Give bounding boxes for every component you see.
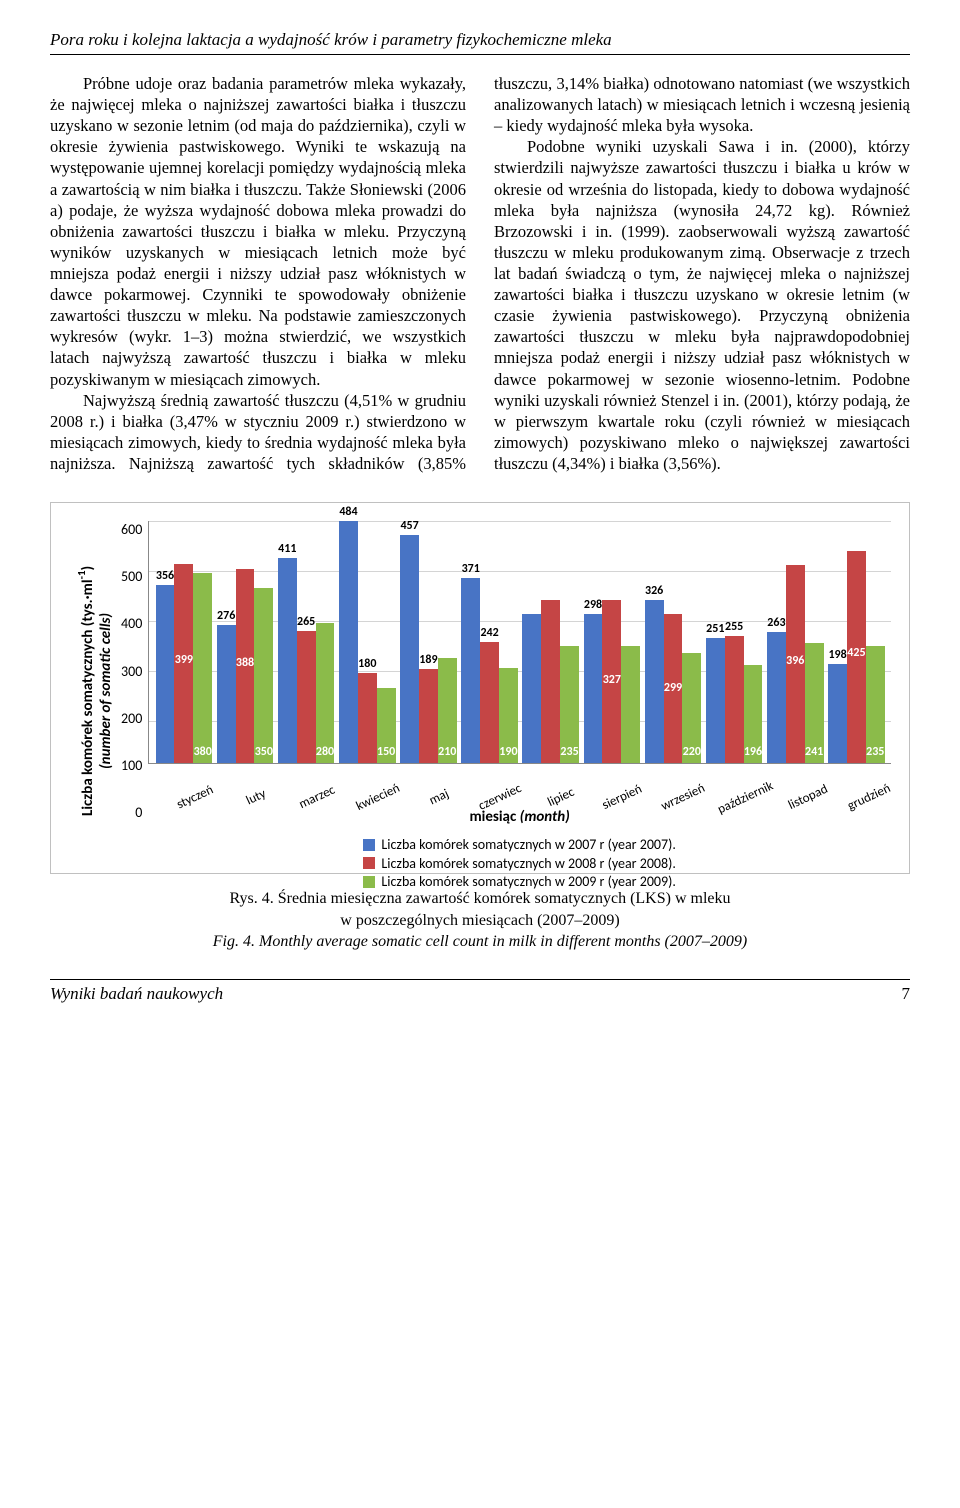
page-number: 7 — [902, 984, 911, 1004]
month-group: 326299220 — [644, 600, 701, 763]
bar-2008: 255 — [725, 636, 744, 764]
legend-swatch — [363, 876, 375, 888]
bar-2007: 298 — [584, 614, 603, 763]
bar-2007: 251 — [706, 638, 725, 764]
month-group: 235 — [522, 600, 579, 764]
bar-2008: 180 — [358, 673, 377, 763]
legend-label: Liczba komórek somatycznych w 2007 r (ye… — [381, 836, 675, 853]
bar-2007: 276 — [217, 625, 236, 763]
bar-2009: 280 — [316, 623, 335, 763]
month-group: 457189210 — [400, 535, 457, 764]
bar-2007: 198 — [828, 664, 847, 763]
page-header: Pora roku i kolejna laktacja a wydajność… — [50, 30, 910, 55]
legend-item: Liczba komórek somatycznych w 2007 r (ye… — [363, 836, 675, 853]
bar-2009: 150 — [377, 688, 396, 763]
figure-caption: Rys. 4. Średnia miesięczna zawartość kom… — [50, 888, 910, 953]
month-group: 356399380 — [155, 564, 212, 764]
bar-2008: 388 — [236, 569, 255, 763]
legend-swatch — [363, 839, 375, 851]
bar-2009: 241 — [805, 643, 824, 764]
legend-swatch — [363, 857, 375, 869]
legend-label: Liczba komórek somatycznych w 2008 r (ye… — [381, 855, 675, 872]
legend-item: Liczba komórek somatycznych w 2008 r (ye… — [363, 855, 675, 872]
bar-2007: 371 — [461, 578, 480, 764]
bar-2009: 350 — [254, 588, 273, 763]
month-group: 411265280 — [278, 558, 335, 764]
bar-2008 — [541, 600, 560, 764]
paragraph: Próbne udoje oraz badania parametrów mle… — [50, 73, 466, 390]
chart-container: Liczba komórek somatycznych (tys.·ml-1) … — [50, 502, 910, 874]
month-group: 298327 — [583, 600, 640, 764]
month-group: 263396241 — [767, 565, 824, 763]
bar-2007: 263 — [767, 632, 786, 764]
bar-2007: 484 — [339, 521, 358, 763]
chart-legend: Liczba komórek somatycznych w 2007 r (ye… — [148, 836, 891, 892]
month-group: 198425235 — [828, 551, 885, 764]
footer-section-title: Wyniki badań naukowych — [50, 984, 223, 1004]
bar-2009 — [621, 646, 640, 764]
bar-2007: 457 — [400, 535, 419, 764]
paragraph: Podobne wyniki uzyskali Sawa i in. (2000… — [494, 136, 910, 474]
bar-2009: 235 — [866, 646, 885, 764]
bar-2008: 242 — [480, 642, 499, 763]
month-group: 251255196 — [706, 636, 763, 764]
bar-2009: 380 — [193, 573, 212, 763]
body-text: Próbne udoje oraz badania parametrów mle… — [50, 73, 910, 474]
x-axis-labels: styczeńlutymarzeckwiecieńmajczerwieclipi… — [148, 764, 891, 802]
bar-2009: 210 — [438, 658, 457, 763]
bar-2008: 189 — [419, 669, 438, 764]
bar-2007: 356 — [156, 585, 175, 763]
bar-2007: 411 — [278, 558, 297, 764]
month-group: 484180150 — [339, 521, 396, 763]
y-axis-label: Liczba komórek somatycznych (tys.·ml-1) … — [69, 521, 121, 861]
bar-2009: 190 — [499, 668, 518, 763]
bar-2007: 326 — [645, 600, 664, 763]
chart-plot-area: 3563993802763883504112652804841801504571… — [148, 521, 891, 764]
bar-2008: 265 — [297, 631, 316, 764]
bar-2008: 396 — [786, 565, 805, 763]
bar-2009: 235 — [560, 646, 579, 764]
bar-2008: 327 — [602, 600, 621, 764]
bar-2007 — [522, 614, 541, 763]
bar-2008: 299 — [664, 614, 683, 764]
bar-2008: 425 — [847, 551, 866, 764]
month-group: 276388350 — [216, 569, 273, 763]
page-footer: Wyniki badań naukowych 7 — [50, 979, 910, 1004]
y-axis-ticks: 6005004003002001000 — [121, 521, 148, 821]
bar-2008: 399 — [174, 564, 193, 764]
bar-2009: 196 — [744, 665, 763, 763]
month-group: 371242190 — [461, 578, 518, 764]
bar-2009: 220 — [682, 653, 701, 763]
